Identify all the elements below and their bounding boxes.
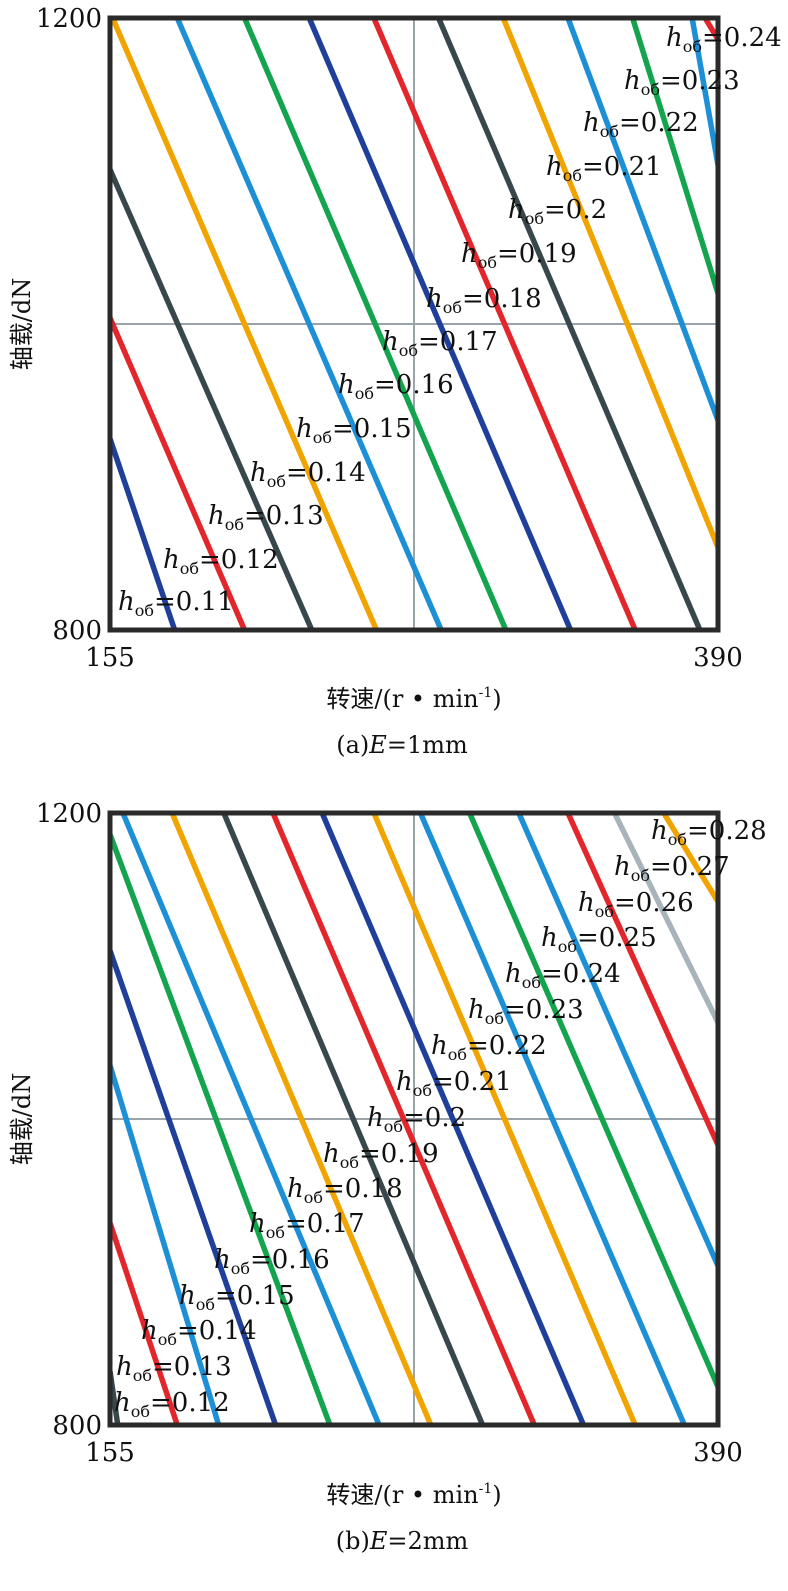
series-label-0-15: hоб=0.15 [296,414,412,447]
series-line-0-24 [467,813,718,1388]
series-label-0-27: hоб=0.27 [614,852,730,885]
series-label-0-23: hоб=0.23 [624,66,740,99]
series-line-0-18 [371,18,638,630]
series-label-0-22: hоб=0.22 [431,1031,547,1064]
series-line-0-17 [306,18,574,630]
series-label-0-26: hоб=0.26 [578,888,694,921]
y-tick-labels: 1200 800 [36,4,102,646]
series-line-0-13 [110,168,315,630]
x-tick-label-right: 390 [693,643,743,673]
series-line-0-14 [110,1064,222,1425]
x-tick-labels: 155 390 [85,1438,743,1468]
series-label-0-13: hоб=0.13 [116,1352,232,1385]
series-label-0-16: hоб=0.16 [214,1245,330,1278]
subplot-caption: (b)E=2mm [336,1527,469,1555]
series-label-0-15: hоб=0.15 [179,1281,295,1314]
series-line-0-2 [500,18,718,549]
series-labels: hоб=0.11 hоб=0.12 hоб=0.13 hоб=0.14 hоб=0.15… [118,23,782,620]
series-label-0-18: hоб=0.18 [426,284,542,317]
series-label-0-28: hоб=0.28 [651,816,767,849]
series-line-0-16 [242,18,509,630]
series-line-0-28 [661,813,718,904]
series-line-0-19 [221,813,486,1425]
series-label-0-24: hоб=0.24 [505,959,621,992]
series-line-0-21 [565,18,718,422]
x-tick-label-right: 390 [693,1438,743,1468]
series-line-0-23 [417,813,687,1425]
y-tick-label-bottom: 800 [52,616,102,646]
series-label-0-18: hоб=0.18 [287,1174,403,1207]
series-label-0-22: hоб=0.22 [583,108,699,141]
x-tick-label-left: 155 [85,1438,135,1468]
series-label-0-14: hоб=0.14 [250,458,366,491]
series-label-0-19: hоб=0.19 [461,239,577,272]
series-line-0-11 [110,437,178,630]
series-line-0-13 [110,1222,180,1425]
y-tick-label-bottom: 800 [52,1411,102,1441]
y-tick-label-top: 1200 [36,799,102,829]
series-label-0-17: hоб=0.17 [249,1209,365,1242]
series-label-0-23: hоб=0.23 [468,995,584,1028]
x-tick-labels: 155 390 [85,643,743,673]
series-line-0-15 [110,949,279,1425]
series-label-0-21: hоб=0.21 [396,1067,512,1100]
series-label-0-11: hоб=0.11 [118,587,234,620]
series-label-0-19: hоб=0.19 [323,1139,439,1172]
plot-frame [107,15,721,633]
series-label-0-24: hоб=0.24 [666,23,782,56]
series-line-0-26 [565,813,718,1147]
series-label-0-13: hоб=0.13 [208,501,324,534]
series-line-0-2 [270,813,537,1425]
series-line-0-14 [110,18,380,630]
x-axis-label: 转速/(r • min-1) [326,1481,501,1509]
y-tick-label-top: 1200 [36,4,102,34]
series-line-0-23 [689,18,718,166]
x-axis-label: 转速/(r • min-1) [326,685,501,713]
series-lines [110,813,718,1425]
series-line-0-19 [436,18,703,630]
series-label-0-17: hоб=0.17 [382,327,498,360]
series-line-0-27 [612,813,718,1024]
series-label-0-14: hоб=0.14 [141,1316,257,1349]
series-label-0-21: hоб=0.21 [546,152,662,185]
series-line-0-12 [110,316,248,630]
series-line-0-22 [371,813,638,1425]
series-line-0-25 [516,813,718,1267]
series-lines [110,18,718,630]
y-axis-label: 轴载/dN [8,278,36,370]
series-line-0-21 [319,813,586,1425]
series-label-0-2: hоб=0.2 [508,195,607,228]
subplot-caption: (a)E=1mm [336,731,468,759]
plot-frame [107,810,721,1428]
series-label-0-25: hоб=0.25 [541,923,657,956]
series-label-0-12: hоб=0.12 [114,1388,230,1421]
series-line-0-16 [110,833,333,1425]
x-tick-label-left: 155 [85,643,135,673]
series-line-0-17 [120,813,382,1425]
series-line-0-22 [629,18,718,295]
series-label-0-16: hоб=0.16 [338,370,454,403]
series-label-0-12: hоб=0.12 [163,545,279,578]
series-label-0-2: hоб=0.2 [367,1103,466,1136]
series-line-0-15 [174,18,444,630]
y-axis-label: 轴载/dN [8,1073,36,1165]
series-line-0-18 [169,813,434,1425]
y-tick-labels: 1200 800 [36,799,102,1441]
series-labels: hоб=0.12hоб=0.13hоб=0.14hоб=0.15hоб=0.16… [114,816,767,1421]
